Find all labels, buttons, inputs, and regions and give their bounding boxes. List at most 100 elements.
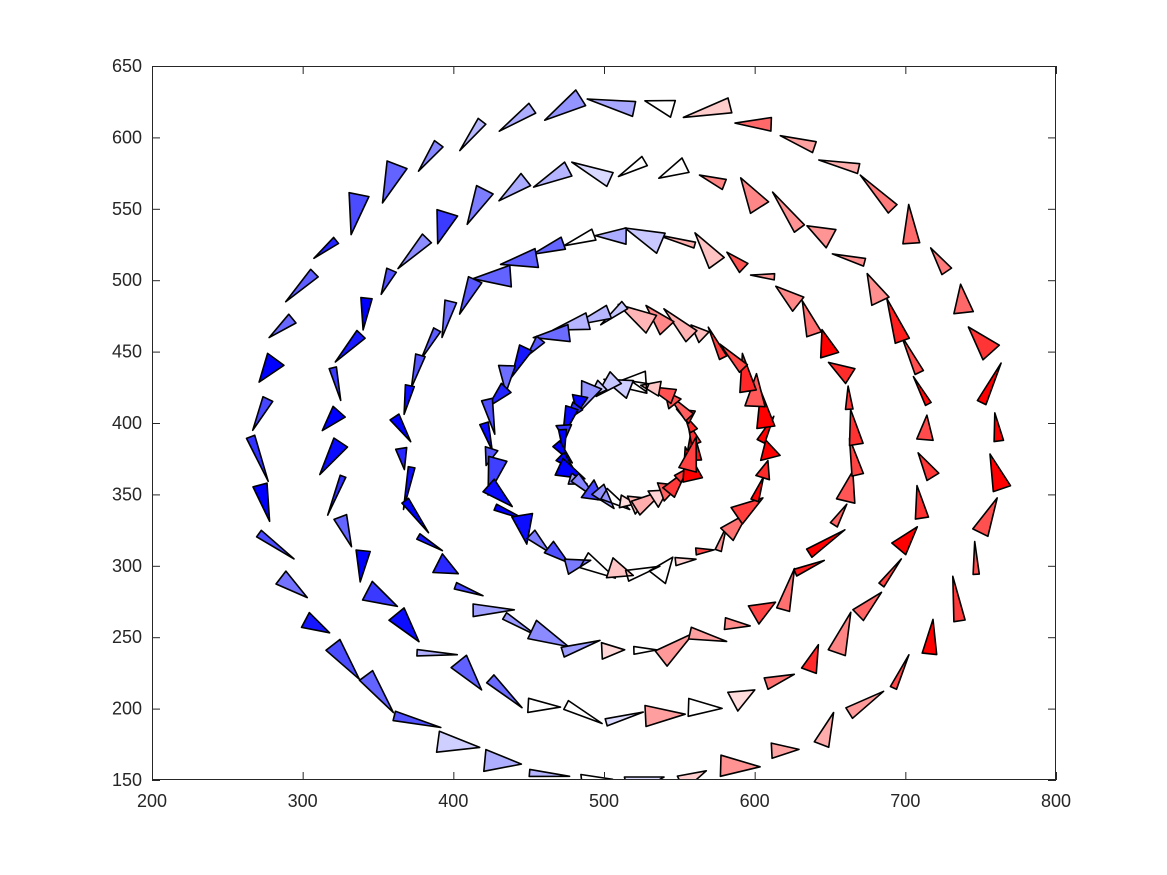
arrow-marker: [604, 711, 645, 727]
arrow-marker: [866, 272, 890, 307]
arrow-marker: [570, 161, 614, 188]
y-axis: 150 200 250 300 350 400 450 500 550 600 650: [112, 56, 1056, 790]
arrow-marker: [510, 344, 533, 378]
arrow-marker: [435, 730, 481, 754]
arrow-marker: [420, 327, 442, 361]
arrow-marker: [800, 643, 820, 675]
arrow-marker: [389, 413, 412, 443]
arrow-marker: [252, 482, 271, 523]
arrow-marker: [321, 405, 347, 432]
arrow-marker: [355, 549, 372, 583]
y-tick-label: 200: [112, 699, 142, 719]
arrow-marker: [852, 591, 883, 622]
arrow-marker: [579, 551, 617, 579]
arrow-marker: [771, 191, 806, 233]
arrow-marker: [432, 553, 460, 575]
arrow-marker: [498, 102, 537, 132]
arrow-marker: [878, 558, 903, 588]
arrow-marker: [532, 323, 571, 343]
arrow-marker: [900, 334, 925, 376]
arrow-marker: [499, 247, 540, 269]
arrow-marker: [497, 364, 517, 394]
arrow-marker: [417, 139, 444, 172]
arrow-marker: [313, 236, 340, 260]
arrow-marker: [848, 408, 864, 447]
arrow-marker: [318, 437, 349, 476]
arrow-marker: [687, 697, 723, 718]
arrow-marker: [714, 525, 728, 553]
arrow-marker: [674, 556, 697, 567]
y-tick-label: 300: [112, 556, 142, 576]
arrow-marker: [819, 328, 840, 359]
x-tick-label: 600: [740, 791, 770, 811]
x-tick-label: 800: [1041, 791, 1071, 811]
arrow-marker: [707, 326, 728, 361]
arrow-marker: [917, 451, 940, 482]
arrow-marker: [617, 155, 649, 178]
arrow-marker: [682, 97, 733, 119]
arrow-marker: [562, 699, 603, 725]
arrow-marker: [397, 233, 433, 270]
arrow-marker: [594, 227, 628, 245]
arrow-marker: [989, 453, 1012, 493]
arrow-marker: [394, 446, 408, 471]
x-tick-label: 700: [890, 791, 920, 811]
arrow-marker: [251, 395, 274, 432]
arrow-marker: [388, 607, 420, 643]
arrow-marker: [739, 177, 770, 215]
arrow-marker: [763, 673, 796, 691]
arrow-marker: [678, 436, 698, 473]
arrow-marker: [450, 654, 483, 691]
arrow-marker: [953, 283, 975, 315]
arrow-marker: [624, 565, 661, 582]
arrow-marker: [951, 575, 966, 623]
arrow-marker: [813, 711, 835, 749]
arrow-marker: [835, 470, 856, 505]
arrow-marker: [648, 556, 674, 585]
arrow-marker: [817, 159, 861, 175]
arrow-marker: [657, 157, 690, 179]
arrow-marker: [827, 611, 852, 657]
arrow-marker: [632, 645, 659, 656]
arrow-marker: [630, 380, 650, 393]
arrow-marker: [844, 385, 854, 411]
arrow-marker: [328, 366, 342, 402]
arrow-marker: [580, 773, 614, 780]
arrow-marker: [258, 352, 285, 383]
arrow-marker: [543, 540, 570, 564]
arrow-marker: [770, 742, 800, 760]
arrow-marker: [644, 704, 687, 728]
arrow-marker: [885, 297, 911, 345]
arrow-marker: [245, 434, 270, 483]
arrow-marker: [348, 191, 370, 236]
arrow-marker: [912, 375, 932, 407]
arrow-marker: [560, 639, 601, 658]
arrow-marker: [687, 626, 728, 643]
arrow-marker: [719, 343, 749, 374]
arrow-marker: [730, 497, 764, 525]
y-tick-label: 350: [112, 484, 142, 504]
arrow-marker: [478, 421, 494, 452]
arrow-marker: [719, 754, 761, 778]
arrow-marker: [466, 184, 494, 226]
arrow-marker: [501, 611, 539, 637]
arrow-marker: [759, 439, 781, 462]
arrow-marker: [562, 228, 597, 247]
arrow-marker: [971, 497, 999, 538]
arrow-marker: [694, 547, 715, 556]
arrow-marker: [734, 116, 773, 132]
arrow-marker: [471, 264, 513, 288]
arrow-marker: [255, 529, 295, 560]
arrow-marker: [392, 710, 442, 729]
x-tick-label: 400: [438, 791, 468, 811]
arrow-marker: [526, 697, 562, 714]
arrow-marker: [698, 174, 728, 191]
arrow-markers: [245, 89, 1012, 780]
arrow-marker: [755, 459, 771, 481]
arrow-marker: [543, 89, 587, 121]
arrow-marker: [381, 160, 408, 204]
arrow-marker: [915, 414, 934, 442]
arrow-marker: [723, 616, 752, 631]
arrow-marker: [360, 296, 373, 331]
